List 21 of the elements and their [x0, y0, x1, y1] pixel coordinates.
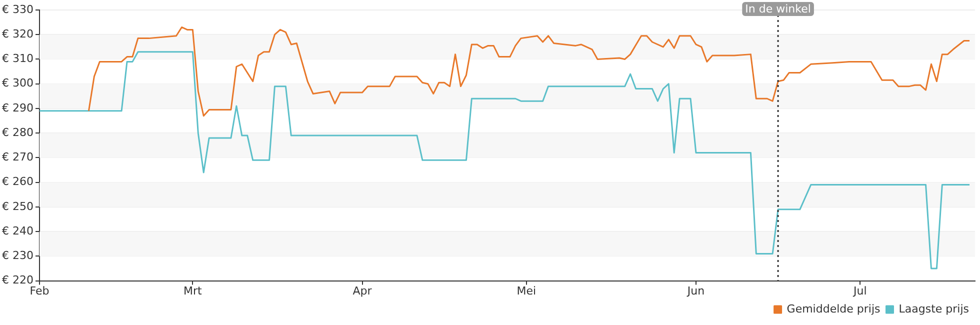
y-tick-label: € 220: [2, 274, 34, 287]
y-tick-label: € 330: [2, 2, 34, 16]
y-tick-label: € 310: [2, 52, 34, 66]
x-tick-label: Mrt: [184, 284, 203, 298]
y-tick-label: € 240: [2, 224, 34, 238]
y-tick-label: € 250: [2, 200, 34, 213]
legend-label: Laagste prijs: [898, 302, 970, 316]
y-tick-label: € 290: [2, 101, 34, 114]
y-tick-label: € 300: [2, 76, 34, 90]
legend-label: Gemiddelde prijs: [786, 302, 881, 316]
x-tick-label: Apr: [352, 284, 372, 298]
x-tick-label: Feb: [30, 284, 50, 298]
x-tick-label: Jul: [852, 284, 867, 298]
y-tick-label: € 270: [2, 150, 34, 164]
x-tick-label: Jun: [686, 284, 705, 298]
y-tick-label: € 260: [2, 175, 34, 188]
y-tick-label: € 320: [2, 27, 34, 40]
y-tick-label: € 230: [2, 249, 34, 262]
y-tick-label: € 280: [2, 126, 34, 139]
x-tick-label: Mei: [516, 284, 536, 298]
ref-line-label: In de winkel: [745, 2, 811, 16]
